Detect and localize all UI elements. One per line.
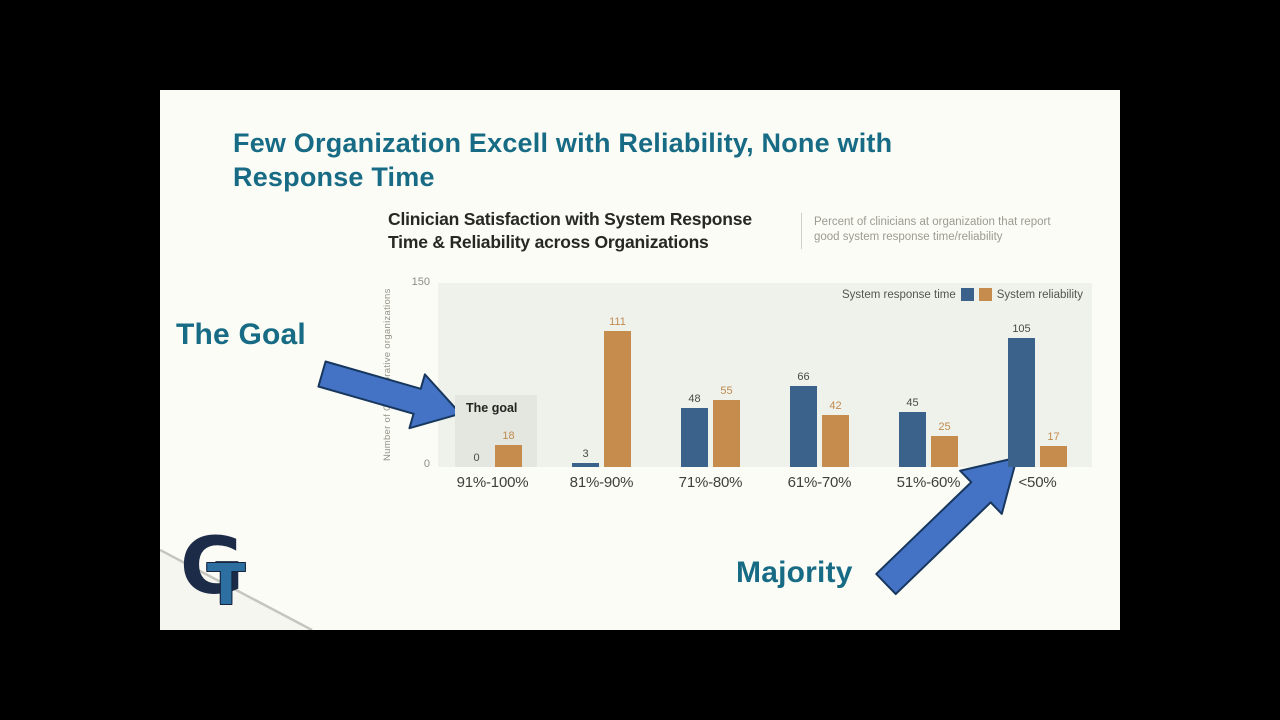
y-axis-label: Number of Collaborative organizations — [382, 288, 393, 462]
legend-swatch-reliability-icon — [978, 288, 992, 301]
legend: System response time System reliability — [842, 288, 1083, 301]
bar-value-label: 42 — [829, 400, 842, 412]
bar-wrap: 18 — [495, 430, 522, 467]
bar — [1008, 338, 1035, 467]
bar — [899, 412, 926, 467]
bar — [495, 445, 522, 467]
bar — [681, 408, 708, 467]
x-axis-label: <50% — [1018, 474, 1057, 491]
bar-wrap: 66 — [790, 371, 817, 467]
legend-label-reliability: System reliability — [996, 288, 1083, 301]
bar-wrap: 55 — [713, 385, 740, 467]
chart-title: Clinician Satisfaction with System Respo… — [388, 209, 752, 252]
x-axis-labels: 91%-100% 81%-90% 71%-80% 61%-70% 51%-60% <50% — [438, 474, 1092, 491]
header-divider — [801, 213, 802, 249]
majority-annotation: Majority — [736, 556, 853, 589]
bar-value-label: 3 — [582, 448, 589, 460]
bar-value-label: 0 — [473, 452, 480, 464]
slide-title: Few Organization Excell with Reliability… — [233, 128, 893, 192]
x-axis-label: 51%-60% — [896, 474, 961, 491]
bar-wrap: 17 — [1040, 431, 1067, 467]
bar-wrap: 3 — [572, 448, 599, 467]
goal-annotation: The Goal — [176, 318, 306, 351]
legend-swatch-response-time-icon — [960, 288, 974, 301]
y-tick-0: 0 — [423, 458, 430, 470]
x-axis-label: 81%-90% — [569, 474, 634, 491]
logo-letter-g: G — [180, 522, 245, 612]
bar-groups: 0 18 3 111 48 55 66 42 45 25 105 17 — [438, 283, 1092, 467]
bar-value-label: 45 — [906, 397, 919, 409]
bar-value-label: 111 — [609, 316, 626, 328]
legend-label-response-time: System response time — [841, 288, 956, 301]
bar — [713, 400, 740, 467]
bar — [822, 415, 849, 467]
bar-wrap: 25 — [931, 421, 958, 467]
bar-group: 0 18 — [438, 283, 547, 467]
bar-wrap: 0 — [463, 452, 490, 467]
bar-value-label: 105 — [1012, 323, 1031, 335]
bar-wrap: 48 — [681, 393, 708, 467]
bar — [572, 463, 599, 467]
chart-note: Percent of clinicians at organization th… — [814, 216, 1051, 243]
bar-value-label: 18 — [502, 430, 515, 442]
bar-group: 45 25 — [874, 283, 983, 467]
bar-group: 66 42 — [765, 283, 874, 467]
bar-wrap: 105 — [1008, 323, 1035, 467]
bar-value-label: 48 — [688, 393, 701, 405]
bar-group: 48 55 — [656, 283, 765, 467]
goal-box-label: The goal — [466, 401, 518, 415]
x-axis-label: 91%-100% — [456, 474, 529, 491]
bar-value-label: 55 — [720, 385, 733, 397]
bar — [1040, 446, 1067, 467]
logo-letter-t: T — [207, 553, 246, 618]
y-tick-150: 150 — [411, 276, 430, 288]
bar-wrap: 45 — [899, 397, 926, 467]
bar-group: 105 17 — [983, 283, 1092, 467]
slide: Few Organization Excell with Reliability… — [160, 90, 1120, 630]
bar — [790, 386, 817, 467]
bar-wrap: 111 — [604, 316, 631, 467]
plot-area: The goal 0 18 3 111 48 55 66 42 45 25 105 17 System… — [438, 283, 1092, 467]
x-axis-label: 71%-80% — [678, 474, 743, 491]
bar-value-label: 17 — [1047, 431, 1060, 443]
bar — [931, 436, 958, 467]
bar-value-label: 66 — [797, 371, 810, 383]
x-axis-label: 61%-70% — [787, 474, 852, 491]
bar-value-label: 25 — [938, 421, 951, 433]
bar-group: 3 111 — [547, 283, 656, 467]
bar-wrap: 42 — [822, 400, 849, 467]
bar — [604, 331, 631, 467]
